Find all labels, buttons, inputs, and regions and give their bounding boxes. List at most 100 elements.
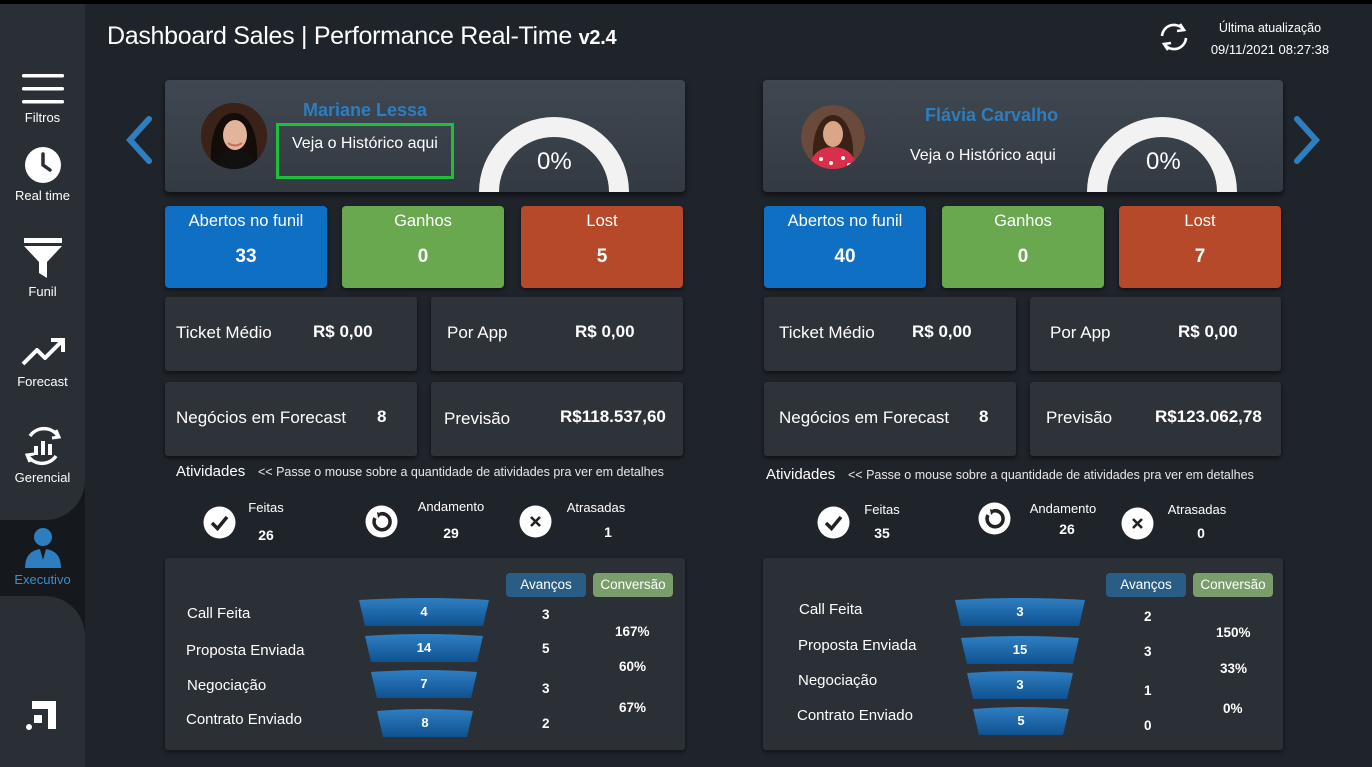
title-main: Dashboard Sales	[107, 22, 295, 50]
activity-count-late[interactable]: 1	[604, 524, 612, 540]
funnel-panel-1: Avanços Conversão Call Feita Proposta En…	[165, 558, 685, 750]
metric-label: Por App	[1050, 323, 1111, 342]
funnel-bar[interactable]: 15	[961, 636, 1079, 664]
sidebar-item-label: Funil	[28, 284, 57, 299]
funnel-stage: Call Feita	[799, 601, 863, 618]
sidebar-item-filtros[interactable]: Filtros	[0, 72, 85, 125]
sidebar-item-forecast[interactable]: Forecast	[0, 334, 85, 389]
funnel-stage: Contrato Enviado	[186, 711, 302, 728]
won-tile: Ganhos 0	[342, 206, 504, 288]
sidebar-bottom-section	[0, 596, 85, 767]
gauge-value: 0%	[537, 148, 572, 175]
close-circle-icon[interactable]	[1121, 507, 1154, 540]
per-app-card: Por App R$ 0,00	[431, 297, 683, 371]
avatar-photo-icon	[801, 105, 865, 169]
funnel-bar[interactable]: 7	[371, 670, 477, 698]
activities-title: Atividades	[176, 463, 246, 480]
tile-label: Ganhos	[394, 212, 452, 230]
activities-title: Atividades	[766, 466, 836, 483]
advances-header: Avanços	[1106, 573, 1186, 597]
title-separator: |	[300, 22, 308, 50]
funnel-stage: Call Feita	[187, 605, 251, 622]
funnel-stage: Contrato Enviado	[797, 707, 913, 724]
metric-value: 8	[377, 407, 387, 426]
sidebar-item-real-time[interactable]: Real time	[0, 146, 85, 203]
history-link[interactable]: Veja o Histórico aqui	[276, 123, 454, 179]
tile-value: 40	[834, 246, 856, 267]
metric-label: Ticket Médio	[779, 323, 875, 342]
tile-label: Ganhos	[994, 212, 1052, 230]
brand-logo-icon[interactable]	[24, 697, 60, 733]
funnel-bar[interactable]: 5	[973, 707, 1069, 735]
history-link[interactable]: Veja o Histórico aqui	[910, 147, 1056, 164]
ticket-card: Ticket Médio R$ 0,00	[764, 297, 1016, 371]
title-sub: Performance Real-Time	[313, 22, 572, 50]
funnel-conversion: 167%	[615, 624, 650, 639]
title-version: v2.4	[578, 27, 617, 49]
previous-arrow-icon[interactable]	[124, 115, 154, 165]
tile-value: 7	[1194, 246, 1206, 267]
funnel-bar[interactable]: 3	[955, 598, 1085, 626]
metric-value: R$ 0,00	[1178, 322, 1238, 341]
clock-icon	[24, 147, 61, 183]
funnel-bar[interactable]: 4	[359, 598, 489, 626]
funnel-bar[interactable]: 3	[967, 671, 1073, 699]
funnel-bar-value: 5	[1017, 713, 1025, 728]
sidebar-item-gerencial[interactable]: Gerencial	[0, 426, 85, 485]
activity-count-done[interactable]: 35	[874, 525, 890, 541]
tile-value: 33	[235, 246, 257, 267]
metric-value: 8	[979, 407, 989, 426]
open-funnel-tile: Abertos no funil 33	[165, 206, 327, 288]
funnel-panel-2: Avanços Conversão Call Feita Proposta En…	[763, 558, 1283, 750]
lost-tile: Lost 5	[521, 206, 683, 288]
sidebar-item-funil[interactable]: Funil	[0, 238, 85, 299]
funnel-conversion: 67%	[619, 700, 647, 715]
funnel-advance: 3	[1144, 644, 1152, 659]
last-update-label: Última atualização	[1218, 21, 1322, 35]
avatar	[201, 103, 267, 169]
activity-count-late[interactable]: 0	[1197, 525, 1205, 541]
sidebar-item-label: Real time	[15, 188, 70, 203]
close-circle-icon[interactable]	[519, 505, 552, 538]
hamburger-icon	[21, 74, 64, 104]
funnel-bar-value: 7	[420, 676, 428, 691]
funnel-bar[interactable]: 8	[377, 709, 473, 737]
chart-refresh-icon	[24, 426, 61, 466]
refresh-icon[interactable]	[1158, 22, 1190, 52]
progress-circle-icon[interactable]	[978, 502, 1011, 535]
progress-circle-icon[interactable]	[365, 505, 398, 538]
metric-label: Ticket Médio	[176, 323, 272, 342]
trend-up-icon	[21, 338, 65, 366]
sidebar-item-label: Filtros	[24, 110, 61, 125]
funnel-advance: 3	[542, 681, 550, 696]
check-circle-icon[interactable]	[203, 506, 236, 539]
gauge	[479, 117, 629, 192]
profile-card-1: Mariane Lessa Veja o Histórico aqui 0%	[165, 80, 685, 192]
activities-hint: << Passe o mouse sobre a quantidade de a…	[848, 468, 1254, 482]
activity-count-done[interactable]: 26	[258, 527, 274, 543]
sidebar-item-executivo[interactable]: Executivo	[0, 526, 85, 587]
funnel-bar-value: 15	[1012, 642, 1028, 657]
activity-count-progress[interactable]: 26	[1059, 521, 1075, 537]
conversion-header: Conversão	[593, 573, 673, 597]
check-circle-icon[interactable]	[817, 506, 850, 539]
tile-value: 0	[1017, 246, 1029, 267]
metric-label: Negócios em Forecast	[176, 408, 347, 427]
activity-label: Feitas	[864, 502, 900, 517]
next-arrow-icon[interactable]	[1292, 115, 1322, 165]
prediction-card: Previsão R$118.537,60	[431, 382, 683, 456]
funnel-conversion: 0%	[1223, 701, 1243, 716]
activity-count-progress[interactable]: 29	[443, 525, 459, 541]
person-name: Flávia Carvalho	[925, 105, 1059, 125]
funnel-advance: 2	[542, 716, 550, 731]
tile-label: Abertos no funil	[188, 212, 304, 230]
forecast-deals-card: Negócios em Forecast 8	[165, 382, 417, 456]
last-update-value: 09/11/2021 08:27:38	[1210, 42, 1330, 57]
activity-label: Andamento	[417, 499, 485, 514]
per-app-card: Por App R$ 0,00	[1030, 297, 1281, 371]
funnel-bar[interactable]: 14	[365, 634, 483, 662]
funnel-conversion: 33%	[1220, 661, 1248, 676]
gauge-value: 0%	[1146, 148, 1181, 175]
funnel-bar-value: 4	[420, 604, 428, 619]
sidebar-item-label: Executivo	[14, 572, 71, 587]
